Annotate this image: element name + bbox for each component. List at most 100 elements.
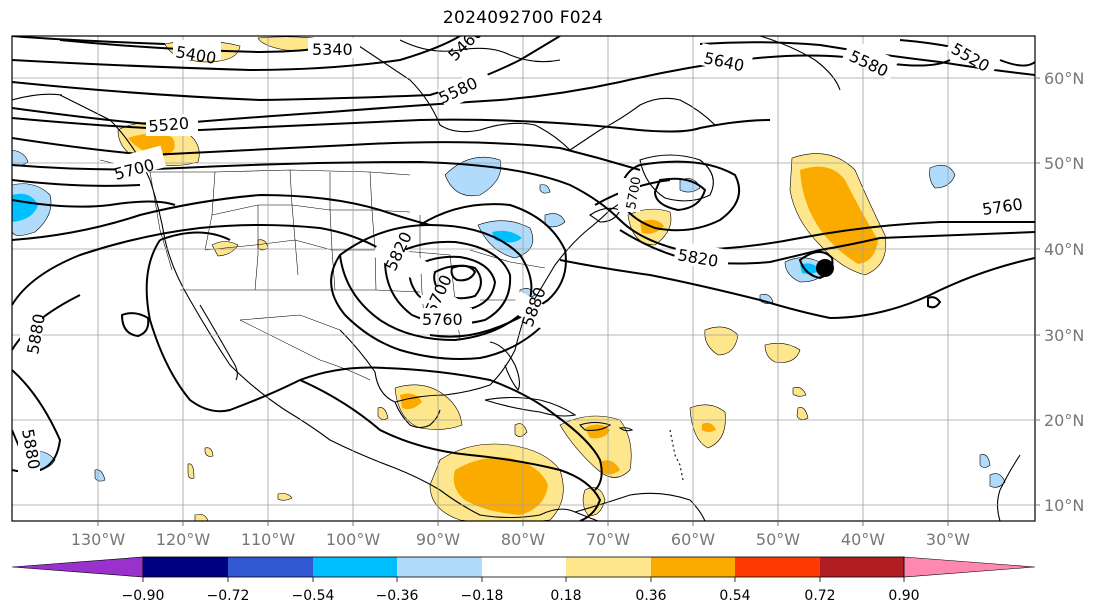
alaska-panhandle bbox=[12, 93, 63, 101]
contour-line bbox=[145, 239, 603, 491]
colorbar-label: −0.18 bbox=[461, 588, 504, 604]
colorbar-segment bbox=[228, 557, 313, 577]
contour-line bbox=[12, 193, 431, 241]
negative-anomaly-area bbox=[979, 454, 991, 468]
south-america-north-coast bbox=[574, 492, 706, 521]
lon-tick-label: 110°W bbox=[241, 530, 296, 549]
contour-line bbox=[12, 137, 641, 171]
positive-anomaly-area bbox=[800, 166, 878, 264]
lat-tick-label: 10°N bbox=[1044, 496, 1084, 515]
lon-tick-label: 70°W bbox=[586, 530, 630, 549]
map-panel: 5400 5340 5460 5580 5640 5580 5520 5520 … bbox=[12, 36, 1035, 521]
hudson-bay-region bbox=[349, 39, 571, 151]
colorbar: −0.90 −0.72 −0.54 −0.36 −0.18 0.18 0.36 … bbox=[11, 556, 1036, 604]
florida bbox=[489, 341, 521, 392]
graticule bbox=[12, 36, 1035, 521]
colorbar-label: −0.54 bbox=[292, 588, 335, 604]
lon-tick-label: 40°W bbox=[841, 530, 885, 549]
latitude-labels: 60°N 50°N 40°N 30°N 20°N 10°N bbox=[1044, 69, 1084, 515]
contour-line bbox=[12, 179, 141, 187]
gulf-of-mexico-coast bbox=[339, 314, 526, 403]
newfoundland bbox=[639, 154, 714, 202]
positive-anomaly-area bbox=[128, 133, 175, 156]
colorbar-label: 0.54 bbox=[719, 588, 750, 604]
contour-line bbox=[12, 160, 1035, 252]
contour-line bbox=[299, 379, 602, 521]
puerto-rico bbox=[618, 427, 634, 432]
contour-line bbox=[419, 203, 567, 338]
contour-label: 5760 bbox=[422, 310, 463, 329]
contour-line bbox=[12, 36, 561, 102]
positive-anomaly-area bbox=[600, 460, 620, 475]
longitude-labels: 130°W 120°W 110°W 100°W 90°W 80°W 70°W 6… bbox=[71, 530, 970, 549]
lon-tick-label: 130°W bbox=[71, 530, 126, 549]
colorbar-segment bbox=[313, 557, 397, 577]
lat-tick-label: 20°N bbox=[1044, 411, 1084, 430]
contour-line bbox=[12, 199, 176, 208]
colorbar-segment bbox=[903, 556, 1036, 578]
yucatan bbox=[394, 401, 441, 429]
contour-line bbox=[450, 264, 477, 282]
positive-anomaly-area bbox=[377, 407, 389, 420]
negative-anomaly-area bbox=[929, 164, 956, 189]
positive-anomaly-area bbox=[702, 422, 716, 432]
west-africa bbox=[996, 454, 1021, 521]
colorbar-label: −0.90 bbox=[122, 588, 165, 604]
lesser-antilles bbox=[669, 429, 684, 481]
contour-label: 5700 bbox=[624, 175, 645, 210]
lon-tick-label: 30°W bbox=[926, 530, 970, 549]
colorbar-segment bbox=[397, 557, 482, 577]
contour-line bbox=[653, 177, 707, 212]
colorbar-segment bbox=[820, 557, 904, 577]
contour-line bbox=[927, 296, 942, 309]
lon-tick-label: 90°W bbox=[416, 530, 460, 549]
contour-line bbox=[12, 224, 391, 306]
lat-tick-label: 40°N bbox=[1044, 240, 1084, 259]
contour-label: 5340 bbox=[312, 40, 353, 59]
positive-anomaly-area bbox=[204, 447, 214, 457]
contour-line bbox=[408, 255, 497, 312]
contour-line bbox=[383, 240, 512, 325]
colorbar-label: −0.72 bbox=[207, 588, 250, 604]
lon-tick-label: 100°W bbox=[326, 530, 381, 549]
map-title: 2024092700 F024 bbox=[442, 8, 604, 28]
positive-anomaly-area bbox=[514, 423, 528, 437]
lat-tick-label: 30°N bbox=[1044, 326, 1084, 345]
positive-anomaly-area bbox=[187, 463, 195, 479]
low-center-marker bbox=[816, 259, 834, 277]
negative-anomaly-area bbox=[989, 473, 1006, 488]
negative-anomaly-area bbox=[94, 469, 106, 482]
positive-anomaly-area bbox=[194, 513, 209, 521]
contour-line bbox=[120, 312, 150, 338]
baja-california bbox=[199, 304, 238, 381]
hispaniola bbox=[578, 421, 612, 431]
labrador bbox=[569, 97, 716, 151]
tick-marks bbox=[97, 77, 1040, 526]
positive-anomaly-area bbox=[704, 326, 739, 356]
negative-anomaly-area bbox=[800, 263, 820, 274]
colorbar-label: 0.18 bbox=[550, 588, 581, 604]
positive-anomaly-area bbox=[792, 387, 807, 397]
contour-line bbox=[330, 254, 549, 360]
colorbar-label: 0.90 bbox=[888, 588, 919, 604]
colorbar-segment bbox=[735, 557, 820, 577]
positive-anomaly-area bbox=[764, 343, 801, 363]
central-america bbox=[439, 489, 599, 521]
lon-tick-label: 120°W bbox=[156, 530, 211, 549]
contour-line bbox=[159, 231, 231, 241]
lon-tick-label: 60°W bbox=[671, 530, 715, 549]
colorbar-segment bbox=[566, 557, 651, 577]
colorbar-segment bbox=[651, 557, 735, 577]
contour-line bbox=[559, 257, 1035, 320]
contour-line bbox=[59, 39, 341, 54]
colorbar-label: 0.72 bbox=[804, 588, 835, 604]
colorbar-segment bbox=[11, 556, 144, 578]
positive-anomaly-area bbox=[559, 415, 632, 478]
colorbar-label: 0.36 bbox=[635, 588, 666, 604]
north-america-west-coast bbox=[59, 94, 441, 491]
lat-tick-label: 50°N bbox=[1044, 154, 1084, 173]
colorbar-segment bbox=[143, 557, 228, 577]
contour-label: 5520 bbox=[148, 114, 190, 136]
negative-anomaly-area bbox=[539, 184, 551, 194]
